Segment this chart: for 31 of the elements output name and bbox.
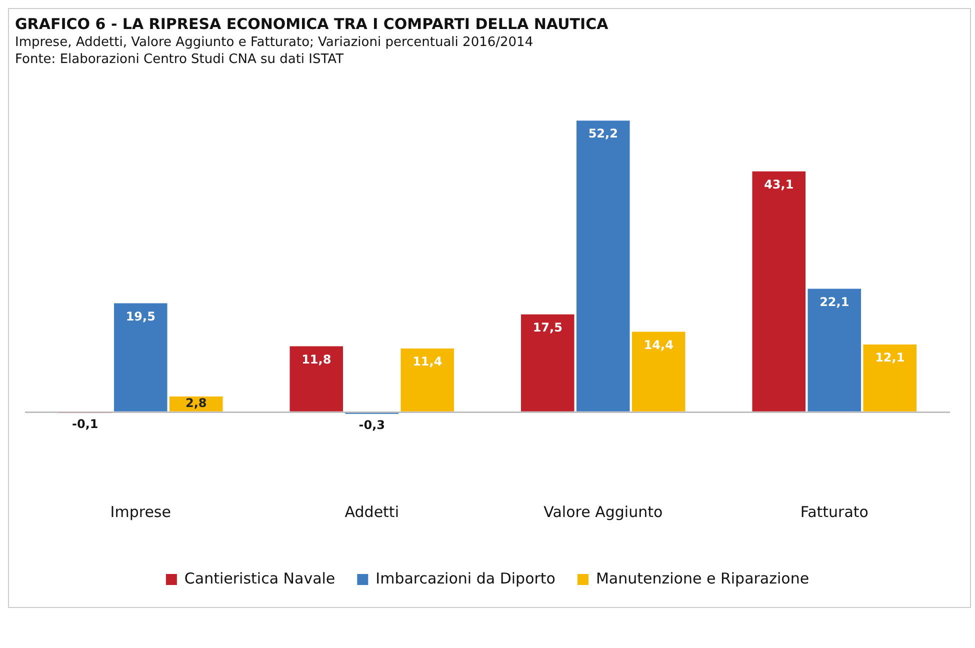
data-label: 11,8	[302, 352, 332, 366]
data-label: 17,5	[532, 320, 562, 335]
data-label: 12,1	[875, 350, 905, 365]
bar	[863, 344, 917, 412]
data-label: -0,1	[72, 416, 98, 431]
bar	[114, 303, 168, 412]
data-label: 11,4	[412, 354, 442, 369]
data-label: 43,1	[764, 178, 794, 192]
data-label: 52,2	[588, 126, 618, 141]
data-label: -0,3	[358, 418, 385, 432]
source-note: Fonte: Elaborazioni Centro Studi CNA su dati ISTAT	[15, 52, 345, 67]
x-tick-label: Valore Aggiunto	[544, 502, 663, 521]
legend-label: Imbarcazioni da Diporto	[376, 569, 556, 588]
data-label: 2,8	[185, 396, 207, 410]
data-label: 14,4	[644, 338, 674, 352]
bar	[576, 120, 630, 412]
x-tick-label: Addetti	[344, 502, 399, 521]
data-label: 19,5	[126, 309, 156, 324]
bar	[400, 348, 454, 412]
legend-label: Manutenzione e Riparazione	[596, 569, 810, 588]
x-tick-label: Imprese	[110, 502, 171, 521]
chart-title: GRAFICO 6 - LA RIPRESA ECONOMICA TRA I COMPARTI DELLA NAUTICA	[15, 15, 610, 33]
bar	[808, 288, 862, 412]
bar	[752, 171, 806, 412]
bar	[520, 314, 574, 412]
bar	[632, 332, 686, 412]
data-label: 22,1	[820, 294, 850, 309]
chart-subtitle: Imprese, Addetti, Valore Aggiunto e Fatturato; Variazioni percentuali 2016/2014	[15, 35, 534, 50]
legend-label: Cantieristica Navale	[184, 569, 336, 588]
x-tick-label: Fatturato	[800, 502, 868, 521]
bar	[290, 346, 344, 412]
